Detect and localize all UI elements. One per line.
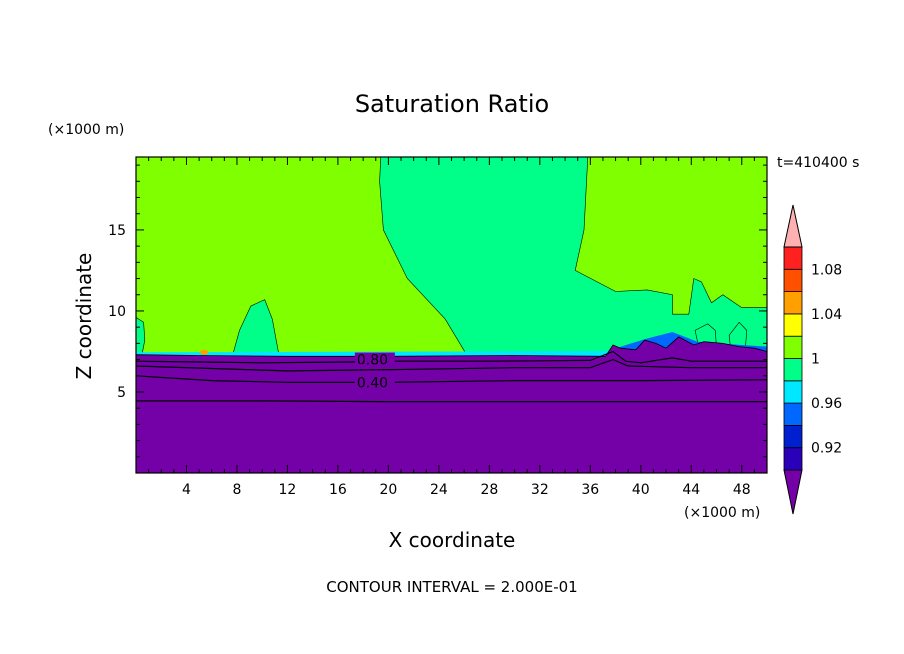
colorbar-cell-0 bbox=[783, 447, 803, 471]
colorbar: 1.08 1.04 1 0.96 0.92 bbox=[783, 204, 842, 515]
contour-label-bg-1 bbox=[354, 375, 395, 389]
x-tick-label-4: 4 bbox=[182, 482, 191, 498]
chart-title: Saturation Ratio bbox=[355, 90, 549, 118]
x-unit-label: (×1000 m) bbox=[684, 505, 760, 521]
supersaturated-spot bbox=[200, 349, 209, 355]
colorbar-cell-7 bbox=[783, 291, 803, 315]
x-tick-label-12: 12 bbox=[279, 482, 297, 498]
colorbar-cell-1 bbox=[783, 424, 803, 449]
colorbar-label-3: 0.96 bbox=[811, 396, 842, 412]
x-tick-label-44: 44 bbox=[682, 482, 700, 498]
contour-label-bg-0 bbox=[354, 352, 395, 366]
x-tick-label-28: 28 bbox=[480, 482, 498, 498]
region-teal-2 bbox=[135, 316, 146, 354]
x-tick-label-24: 24 bbox=[430, 482, 448, 498]
colorbar-label-0: 1.08 bbox=[811, 262, 842, 278]
contour-label-1: 0.40 bbox=[357, 375, 388, 391]
colorbar-cell-4 bbox=[783, 358, 803, 382]
y-unit-label: (×1000 m) bbox=[48, 122, 124, 138]
colorbar-upper-arrow bbox=[783, 204, 803, 248]
x-tick-label-48: 48 bbox=[733, 482, 751, 498]
time-label: t=410400 s bbox=[777, 155, 859, 171]
colorbar-cell-6 bbox=[783, 313, 803, 337]
x-tick-label-16: 16 bbox=[329, 482, 347, 498]
contour-interval-footer: CONTOUR INTERVAL = 2.000E-01 bbox=[326, 578, 577, 596]
y-tick-label-10: 10 bbox=[108, 304, 126, 320]
colorbar-cell-5 bbox=[783, 335, 803, 359]
colorbar-label-4: 0.92 bbox=[811, 441, 842, 457]
x-tick-label-20: 20 bbox=[379, 482, 397, 498]
contour-line-0 bbox=[135, 350, 767, 364]
y-axis-label: Z coordinate bbox=[72, 253, 96, 380]
x-tick-label-40: 40 bbox=[632, 482, 650, 498]
colorbar-label-1: 1.04 bbox=[811, 307, 842, 323]
colorbar-label-2: 1 bbox=[811, 352, 820, 368]
colorbar-cell-8 bbox=[783, 268, 803, 292]
colorbar-cell-9 bbox=[783, 246, 803, 270]
contour-label-0: 0.80 bbox=[357, 353, 388, 369]
region-teal-0 bbox=[379, 156, 768, 356]
colorbar-lower-arrow bbox=[783, 469, 803, 515]
x-tick-label-36: 36 bbox=[581, 482, 599, 498]
contour-line-1 bbox=[135, 358, 767, 372]
colorbar-cell-2 bbox=[783, 402, 803, 426]
y-tick-label-5: 5 bbox=[117, 385, 126, 401]
contour-line-3 bbox=[136, 400, 767, 403]
x-axis-label: X coordinate bbox=[389, 528, 516, 552]
y-tick-label-15: 15 bbox=[108, 223, 126, 239]
colorbar-cell-3 bbox=[783, 380, 803, 404]
x-tick-label-8: 8 bbox=[232, 482, 241, 498]
x-tick-label-32: 32 bbox=[531, 482, 549, 498]
